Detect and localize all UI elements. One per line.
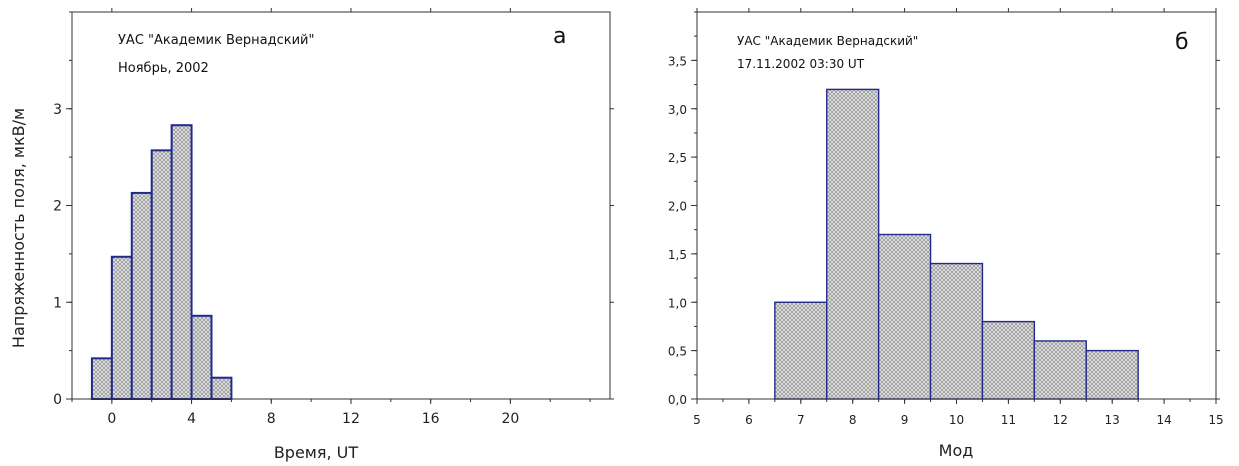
y-ticks-b: 0,0 0,5 1,0 1,5 2,0 2,5 3,0 3,5 xyxy=(668,11,1220,407)
y-tick-label: 2,5 xyxy=(668,151,687,165)
x-tick-label: 5 xyxy=(693,413,701,427)
y-tick-label: 1,5 xyxy=(668,248,687,262)
bar xyxy=(110,255,133,400)
bar xyxy=(1033,340,1087,400)
annotation-a-2: Ноябрь, 2002 xyxy=(118,61,209,76)
x-tick-label: 16 xyxy=(422,411,440,427)
x-tick-label: 6 xyxy=(745,413,753,427)
bar xyxy=(826,88,880,400)
x-tick-label: 9 xyxy=(901,413,909,427)
y-tick-label: 3 xyxy=(53,102,62,118)
bar xyxy=(981,320,1036,400)
chart-panel-b: 5 6 7 8 9 10 11 12 13 14 15 0,0 0,5 1,0 1,5 2,0 2,5 3,0 3… xyxy=(668,8,1224,460)
x-tick-label: 7 xyxy=(797,413,805,427)
bar xyxy=(774,301,828,400)
bar xyxy=(1085,349,1139,400)
x-tick-label: 8 xyxy=(849,413,857,427)
x-axis-label-b: Мод xyxy=(939,441,974,460)
bar xyxy=(190,314,213,401)
bars-a xyxy=(90,124,233,401)
x-tick-label: 12 xyxy=(342,411,360,427)
bars-b xyxy=(774,88,1139,400)
x-tick-label: 0 xyxy=(107,411,116,427)
bar xyxy=(90,357,113,400)
bar xyxy=(877,233,932,400)
y-axis-label-a: Напряженность поля, мкВ/м xyxy=(9,108,28,348)
bar xyxy=(130,191,153,400)
y-tick-label: 3,0 xyxy=(668,103,687,117)
x-axis-label-a: Время, UT xyxy=(274,443,359,462)
bar xyxy=(150,149,173,400)
y-tick-label: 0,5 xyxy=(668,345,687,359)
x-tick-label: 11 xyxy=(1001,413,1016,427)
x-tick-label: 8 xyxy=(267,411,276,427)
bar xyxy=(929,262,984,400)
bar xyxy=(210,376,233,400)
annotation-b-1: УАС "Академик Вернадский" xyxy=(737,34,918,48)
y-tick-label: 1,0 xyxy=(668,296,687,310)
y-tick-label: 2 xyxy=(53,199,62,215)
y-tick-label: 1 xyxy=(53,295,62,311)
panel-letter-a: а xyxy=(553,24,566,49)
y-tick-label: 0 xyxy=(53,392,62,408)
x-tick-label: 14 xyxy=(1156,413,1171,427)
bar xyxy=(170,124,193,400)
x-tick-label: 4 xyxy=(187,411,196,427)
y-tick-label: 2,0 xyxy=(668,200,687,214)
x-tick-label: 15 xyxy=(1208,413,1223,427)
y-tick-label: 0,0 xyxy=(668,393,687,407)
annotation-b-2: 17.11.2002 03:30 UT xyxy=(737,57,865,71)
y-ticks-a: 0 1 2 3 xyxy=(53,11,614,408)
x-tick-label: 10 xyxy=(949,413,964,427)
y-tick-label: 3,5 xyxy=(668,54,687,68)
annotation-a-1: УАС "Академик Вернадский" xyxy=(118,33,314,48)
x-tick-label: 13 xyxy=(1105,413,1120,427)
x-tick-label: 20 xyxy=(501,411,519,427)
panel-letter-b: б xyxy=(1175,30,1189,55)
x-tick-label: 12 xyxy=(1053,413,1068,427)
x-ticks-a: 0 4 8 12 16 20 xyxy=(71,8,591,427)
x-ticks-b: 5 6 7 8 9 10 11 12 13 14 15 xyxy=(693,8,1224,427)
